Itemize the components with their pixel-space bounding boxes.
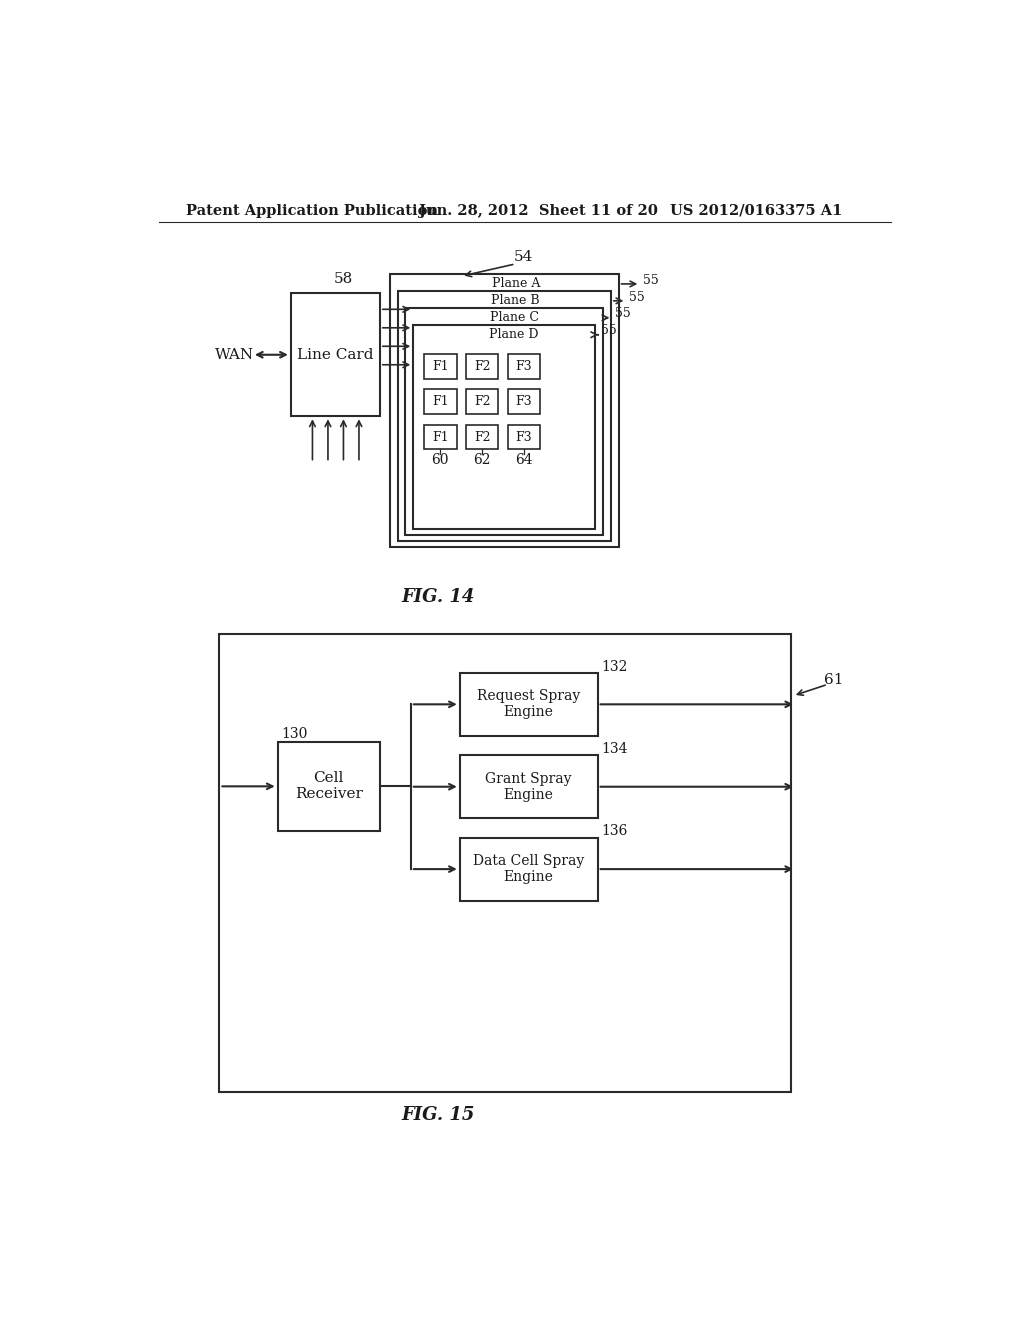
Text: 64: 64 — [515, 453, 532, 467]
Text: FIG. 14: FIG. 14 — [401, 589, 475, 606]
Bar — [466, 389, 499, 414]
Bar — [291, 293, 380, 416]
Text: F3: F3 — [516, 360, 532, 372]
Text: 130: 130 — [282, 727, 308, 742]
Text: Request Spray
Engine: Request Spray Engine — [477, 689, 581, 719]
Text: 62: 62 — [473, 453, 490, 467]
Text: 55: 55 — [601, 325, 616, 338]
Bar — [219, 635, 792, 1093]
Text: 61: 61 — [824, 673, 844, 688]
Text: F3: F3 — [516, 395, 532, 408]
Text: 136: 136 — [601, 825, 628, 838]
Text: Jun. 28, 2012  Sheet 11 of 20: Jun. 28, 2012 Sheet 11 of 20 — [419, 203, 657, 218]
Text: Data Cell Spray
Engine: Data Cell Spray Engine — [473, 854, 585, 884]
Text: 55: 55 — [614, 308, 631, 321]
Bar — [466, 425, 499, 449]
Bar — [390, 275, 618, 548]
Text: F1: F1 — [432, 430, 449, 444]
Bar — [424, 389, 457, 414]
Text: Patent Application Publication: Patent Application Publication — [186, 203, 438, 218]
Bar — [424, 425, 457, 449]
Text: US 2012/0163375 A1: US 2012/0163375 A1 — [671, 203, 843, 218]
Bar — [424, 354, 457, 379]
Bar — [508, 354, 541, 379]
Text: FIG. 15: FIG. 15 — [401, 1106, 475, 1123]
Text: F3: F3 — [516, 430, 532, 444]
Text: 55: 55 — [643, 273, 658, 286]
Text: F1: F1 — [432, 360, 449, 372]
Text: 58: 58 — [334, 272, 352, 286]
Bar — [414, 325, 595, 529]
Bar — [406, 308, 603, 535]
Text: Line Card: Line Card — [297, 347, 374, 362]
Text: Plane C: Plane C — [489, 312, 539, 325]
Text: Grant Spray
Engine: Grant Spray Engine — [485, 772, 572, 801]
Bar — [466, 354, 499, 379]
Bar — [460, 838, 598, 900]
Bar — [508, 389, 541, 414]
Bar — [460, 755, 598, 818]
Bar — [278, 742, 380, 830]
Text: 60: 60 — [431, 453, 450, 467]
Bar — [397, 290, 611, 541]
Text: 55: 55 — [629, 290, 644, 304]
Text: Cell
Receiver: Cell Receiver — [295, 771, 362, 801]
Text: F2: F2 — [474, 395, 490, 408]
Text: WAN: WAN — [215, 347, 255, 362]
Text: 134: 134 — [601, 742, 628, 756]
Text: F2: F2 — [474, 360, 490, 372]
Bar — [508, 425, 541, 449]
Text: Plane D: Plane D — [488, 329, 539, 342]
Text: Plane A: Plane A — [492, 277, 540, 290]
Text: F1: F1 — [432, 395, 449, 408]
Text: 54: 54 — [514, 249, 532, 264]
Text: Plane B: Plane B — [490, 294, 540, 308]
Text: 132: 132 — [601, 660, 628, 673]
Text: F2: F2 — [474, 430, 490, 444]
Bar — [460, 673, 598, 737]
